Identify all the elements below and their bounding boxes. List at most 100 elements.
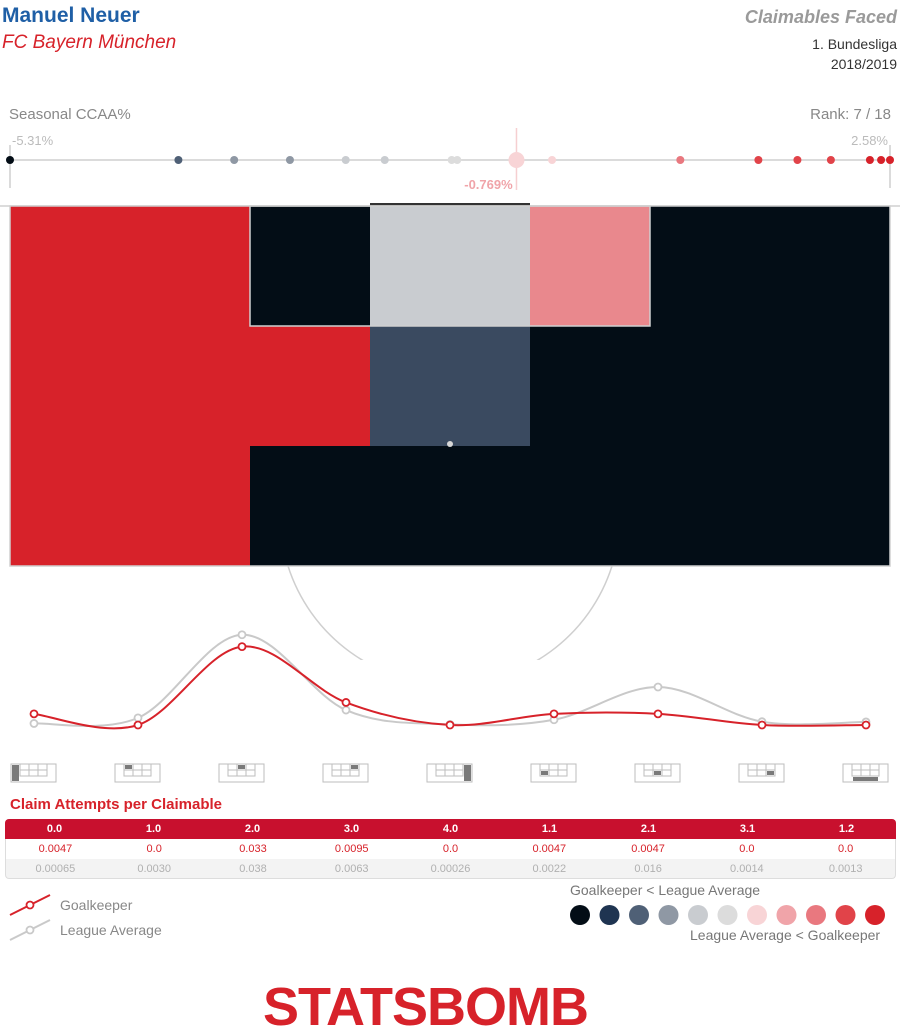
scale-high-label: League Average < Goalkeeper bbox=[690, 927, 881, 943]
color-scale-swatch bbox=[835, 905, 856, 925]
scale-low-label: Goalkeeper < League Average bbox=[570, 882, 761, 898]
competition-label: 1. Bundesliga bbox=[812, 36, 897, 52]
league-average-point bbox=[29, 719, 39, 728]
table-league-cell: 0.00065 bbox=[35, 862, 76, 875]
table-goalkeeper-cell: 0.0095 bbox=[334, 843, 369, 855]
table-goalkeeper-cell: 0.0 bbox=[739, 843, 755, 855]
color-scale-swatch bbox=[717, 905, 738, 925]
table-header-cell: 0.0 bbox=[46, 823, 63, 835]
ccaa-league-dot bbox=[877, 156, 886, 164]
ccaa-player-label: -0.769% bbox=[464, 177, 513, 192]
goalkeeper-point bbox=[29, 709, 39, 719]
ccaa-player-dot bbox=[508, 152, 525, 168]
league-average-point bbox=[237, 630, 247, 640]
zone-3-0 bbox=[530, 206, 650, 326]
table-league-cell: 0.0014 bbox=[730, 862, 764, 875]
color-scale bbox=[570, 905, 885, 925]
ccaa-league-dot bbox=[230, 156, 239, 164]
ccaa-max-label: 2.58% bbox=[851, 133, 888, 148]
ccaa-league-dot bbox=[826, 156, 835, 164]
zone-1-2 bbox=[250, 446, 650, 566]
penalty-arc bbox=[287, 565, 613, 660]
league-average-point bbox=[341, 705, 351, 715]
table-goalkeeper-cell: 0.0047 bbox=[532, 843, 567, 855]
goalkeeper-point bbox=[653, 709, 663, 719]
table-header-cell: 1.0 bbox=[145, 823, 162, 835]
ccaa-league-dot bbox=[447, 156, 456, 164]
zone-4-0 bbox=[650, 206, 890, 566]
ccaa-league-dot bbox=[886, 156, 894, 164]
zone-icon bbox=[738, 763, 785, 783]
zone-3-1 bbox=[530, 326, 650, 446]
league-average-point bbox=[133, 713, 143, 723]
table-header-cell: 1.1 bbox=[541, 823, 558, 835]
table-header-cell: 3.1 bbox=[739, 823, 756, 835]
table-header-cell: 4.0 bbox=[442, 823, 459, 835]
table-league-cell: 0.016 bbox=[634, 862, 662, 875]
ccaa-label: Seasonal CCAA% bbox=[9, 106, 131, 123]
goalkeeper-point bbox=[445, 720, 455, 730]
chart-title: Claimables Faced bbox=[744, 7, 897, 27]
table-goalkeeper-row: 0.0047 0.0 0.033 0.0095 0.0 0.0047 0.0047 0.0 0.… bbox=[5, 839, 896, 859]
penalty-spot bbox=[447, 441, 453, 447]
claim-line-chart bbox=[10, 630, 889, 783]
zone-icon bbox=[322, 763, 369, 783]
goalkeeper-point bbox=[757, 720, 767, 730]
league-average-point bbox=[653, 682, 663, 692]
zone-icon bbox=[114, 763, 161, 783]
table-header-cell: 3.0 bbox=[343, 823, 360, 835]
statsbomb-logo: STATSBOMB bbox=[263, 977, 589, 1036]
color-scale-swatch bbox=[570, 905, 590, 925]
ccaa-league-dot bbox=[285, 156, 294, 164]
penalty-area bbox=[9, 205, 891, 567]
goalkeeper-point bbox=[861, 720, 871, 730]
ccaa-min-label: -5.31% bbox=[12, 133, 54, 148]
ccaa-league-dot bbox=[380, 156, 389, 164]
color-scale-swatch bbox=[776, 905, 797, 925]
table-goalkeeper-cell: 0.0 bbox=[837, 843, 854, 855]
claim-table: 0.0 1.0 2.0 3.0 4.0 1.1 2.1 3.1 1.2 0.0047 0.0 0.0… bbox=[5, 819, 896, 879]
color-scale-swatch bbox=[688, 905, 708, 925]
legend-swatches bbox=[9, 894, 51, 941]
color-scale-swatch bbox=[747, 905, 767, 925]
table-league-cell: 0.0030 bbox=[137, 862, 171, 875]
table-league-cell: 0.038 bbox=[239, 862, 267, 875]
color-scale-swatch bbox=[865, 905, 885, 925]
ccaa-scale: -5.31% 2.58% -0.769% bbox=[6, 128, 894, 192]
table-league-cell: 0.00026 bbox=[430, 862, 471, 875]
table-header-row: 0.0 1.0 2.0 3.0 4.0 1.1 2.1 3.1 1.2 bbox=[5, 819, 896, 839]
table-header-cell: 2.0 bbox=[244, 823, 261, 835]
zone-2-0 bbox=[370, 206, 530, 326]
legend-gk-marker bbox=[25, 900, 35, 910]
ccaa-league-dot bbox=[676, 156, 685, 164]
ccaa-league-dot bbox=[341, 156, 350, 164]
goalkeeper-point bbox=[341, 698, 351, 707]
goalkeeper-point bbox=[133, 720, 143, 730]
table-goalkeeper-cell: 0.0047 bbox=[631, 843, 665, 855]
team-name: FC Bayern München bbox=[2, 32, 177, 53]
legend-league-marker bbox=[25, 925, 35, 935]
color-scale-swatch bbox=[658, 905, 679, 925]
zone-icon bbox=[530, 763, 577, 783]
zone-icon bbox=[10, 763, 57, 783]
zone-icon bbox=[218, 763, 265, 783]
goalkeeper-point bbox=[549, 709, 559, 719]
ccaa-league-dot bbox=[6, 156, 14, 164]
pitch-zone-map bbox=[0, 203, 900, 660]
zone-icon bbox=[426, 763, 473, 783]
legend-goalkeeper-label: Goalkeeper bbox=[60, 897, 133, 913]
table-league-cell: 0.0022 bbox=[532, 862, 567, 875]
table-league-cell: 0.0013 bbox=[828, 862, 863, 875]
table-goalkeeper-cell: 0.0047 bbox=[38, 843, 73, 855]
ccaa-league-dot bbox=[174, 156, 183, 164]
ccaa-league-dot bbox=[453, 156, 462, 164]
player-name: Manuel Neuer bbox=[2, 4, 140, 27]
claim-chart-title: Claim Attempts per Claimable bbox=[10, 796, 222, 813]
season-label: 2018/2019 bbox=[830, 56, 897, 72]
table-goalkeeper-cell: 0.0 bbox=[442, 843, 459, 855]
rank-label: Rank: 7 / 18 bbox=[810, 106, 891, 123]
table-header-cell: 1.2 bbox=[838, 823, 855, 835]
legend-league-label: League Average bbox=[60, 922, 162, 938]
goalkeeper-point bbox=[237, 642, 247, 652]
color-scale-swatch bbox=[629, 905, 649, 925]
